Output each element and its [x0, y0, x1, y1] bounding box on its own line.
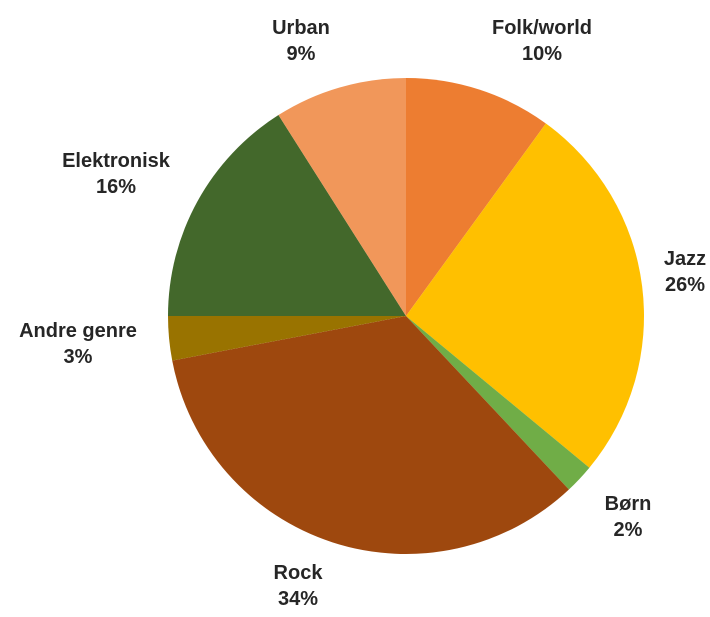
data-label-folk-world: Folk/world 10% — [492, 17, 592, 65]
data-label-børn: Børn 2% — [605, 493, 652, 541]
pie-slice-elektronisk — [168, 115, 406, 316]
data-label-name: Andre genre — [19, 320, 137, 342]
pie-slice-urban — [278, 78, 406, 316]
data-label-jazz: Jazz 26% — [664, 248, 706, 296]
pie-slice-andre-genre — [168, 316, 406, 361]
data-label-andre-genre: Andre genre 3% — [19, 320, 137, 368]
data-label-rock: Rock 34% — [274, 562, 324, 610]
pie-slice-jazz — [406, 123, 645, 468]
data-label-name: Urban — [272, 17, 330, 39]
pie-slice-rock — [172, 316, 569, 554]
data-label-percent: 26% — [665, 274, 705, 296]
data-label-percent: 9% — [287, 43, 316, 65]
data-label-percent: 2% — [614, 519, 643, 541]
data-label-name: Jazz — [664, 248, 706, 270]
data-label-name: Børn — [605, 493, 652, 515]
pie-slice-folk-world — [406, 78, 546, 316]
pie-slice-børn — [406, 316, 590, 490]
pie-data-labels: Folk/world 10% Jazz 26% Børn 2% Rock 34% Andre g… — [19, 17, 706, 610]
data-label-name: Folk/world — [492, 17, 592, 39]
data-label-urban: Urban 9% — [272, 17, 330, 65]
data-label-percent: 10% — [522, 43, 562, 65]
data-label-percent: 16% — [96, 176, 136, 198]
data-label-percent: 3% — [64, 346, 93, 368]
data-label-name: Elektronisk — [62, 150, 171, 172]
data-label-percent: 34% — [278, 588, 318, 610]
pie-slices — [168, 78, 645, 554]
data-label-name: Rock — [274, 562, 324, 584]
data-label-elektronisk: Elektronisk 16% — [62, 150, 171, 198]
